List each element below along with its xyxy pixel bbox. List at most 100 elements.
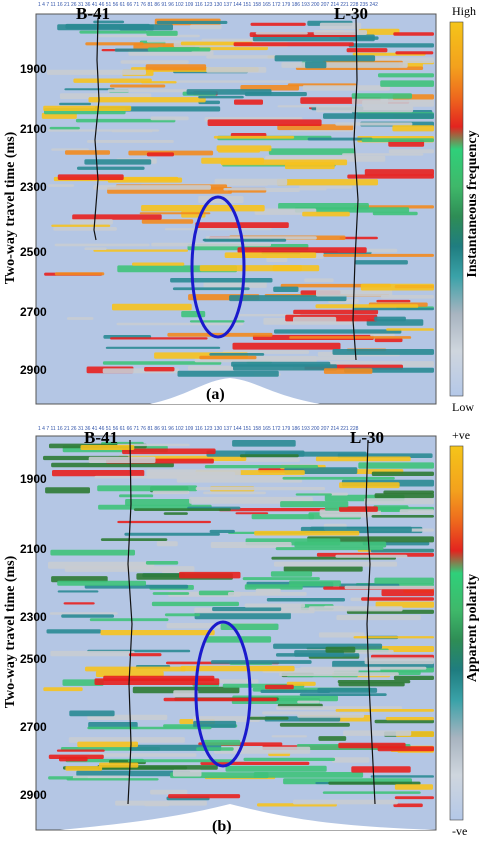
reflector-band <box>133 508 231 511</box>
reflector-band <box>203 281 267 288</box>
reflector-band <box>57 24 174 31</box>
colorbar-top-label-b: +ve <box>452 428 471 442</box>
reflector-band <box>50 549 135 556</box>
reflector-band <box>354 260 408 265</box>
reflector-band <box>181 311 206 318</box>
reflector-band <box>399 509 434 515</box>
reflector-band <box>233 364 337 371</box>
colorbar-bottom-label-b: -ve <box>452 824 468 838</box>
reflector-band <box>51 462 174 468</box>
reflector-band <box>239 454 299 458</box>
reflector-band <box>56 749 105 752</box>
reflector-band <box>205 636 272 643</box>
reflector-band <box>163 512 188 515</box>
reflector-band <box>164 228 272 231</box>
reflector-band <box>152 592 190 595</box>
y-tick-2500-b: 2500 <box>20 652 47 666</box>
reflector-band <box>67 317 94 320</box>
y-tick-2300-a: 2300 <box>20 180 47 194</box>
reflector-band <box>335 554 408 558</box>
reflector-band <box>337 680 411 684</box>
reflector-band <box>105 346 221 349</box>
reflector-band <box>93 249 188 252</box>
reflector-band <box>65 766 103 771</box>
reflector-band <box>51 224 111 227</box>
anomaly-ellipse-a <box>190 195 246 339</box>
reflector-band <box>352 307 434 311</box>
reflector-band <box>243 757 336 761</box>
reflector-band <box>393 32 434 36</box>
reflector-band <box>339 506 378 512</box>
reflector-band <box>381 589 434 597</box>
reflector-band <box>318 632 365 638</box>
reflector-band <box>294 207 410 213</box>
reflector-band <box>388 149 434 154</box>
reflector-band <box>370 775 434 778</box>
reflector-band <box>211 660 312 664</box>
reflector-band <box>253 772 364 778</box>
reflector-band <box>49 126 80 130</box>
reflector-band <box>141 219 194 224</box>
reflector-band <box>279 722 350 727</box>
reflector-band <box>69 710 115 717</box>
reflector-band <box>89 618 169 622</box>
reflector-band <box>189 320 245 323</box>
seismic-section-b <box>35 435 464 831</box>
reflector-band <box>338 682 405 687</box>
reflector-band <box>168 794 241 799</box>
reflector-band <box>163 697 277 702</box>
reflector-band <box>393 675 434 680</box>
reflector-band <box>313 30 367 35</box>
reflector-band <box>57 590 99 593</box>
reflector-band <box>216 145 272 152</box>
y-tick-2300-b: 2300 <box>20 610 47 624</box>
reflector-band <box>127 759 235 763</box>
reflector-band <box>332 349 434 355</box>
basement-high-b <box>60 804 436 830</box>
panel-a: 1 4 7 11 16 21 26 31 36 41 46 51 56 61 6… <box>0 0 484 418</box>
reflector-band <box>57 580 147 586</box>
reflector-band <box>294 541 387 548</box>
reflector-band <box>273 286 299 292</box>
reflector-band <box>46 69 146 75</box>
reflector-band <box>173 690 199 697</box>
reflector-band <box>54 243 150 247</box>
reflector-band <box>117 443 190 447</box>
reflector-band <box>364 169 434 176</box>
y-tick-2700-a: 2700 <box>20 305 47 319</box>
reflector-band <box>193 720 237 728</box>
reflector-band <box>52 470 145 477</box>
reflector-band <box>342 153 424 156</box>
reflector-band <box>112 303 192 311</box>
reflector-band <box>260 689 331 693</box>
reflector-band <box>339 236 378 240</box>
well-trace-l30-a <box>352 17 359 361</box>
reflector-band <box>203 491 266 495</box>
reflector-band <box>351 93 412 99</box>
reflector-band <box>218 508 338 512</box>
reflector-band <box>376 299 411 303</box>
reflector-band <box>77 741 138 748</box>
reflector-band <box>146 152 174 157</box>
reflector-band <box>364 657 434 665</box>
reflector-band <box>213 135 295 139</box>
reflector-band <box>51 148 89 151</box>
reflector-band <box>293 799 398 805</box>
reflector-band <box>254 530 360 536</box>
reflector-band <box>304 278 334 283</box>
reflector-band <box>344 585 434 590</box>
reflector-band <box>319 22 362 30</box>
reflector-band <box>110 337 208 340</box>
reflector-band <box>242 577 320 581</box>
reflector-band <box>195 487 326 491</box>
panel-letter-a: (a) <box>206 386 225 403</box>
reflector-band <box>46 629 101 634</box>
reflector-band <box>75 118 176 123</box>
well-trace-b41-b <box>127 439 133 805</box>
reflector-band <box>51 576 108 583</box>
reflector-band <box>109 84 166 88</box>
reflector-band <box>102 361 222 365</box>
reflector-band <box>276 179 378 186</box>
reflector-band <box>87 726 212 730</box>
reflector-band <box>380 295 434 299</box>
